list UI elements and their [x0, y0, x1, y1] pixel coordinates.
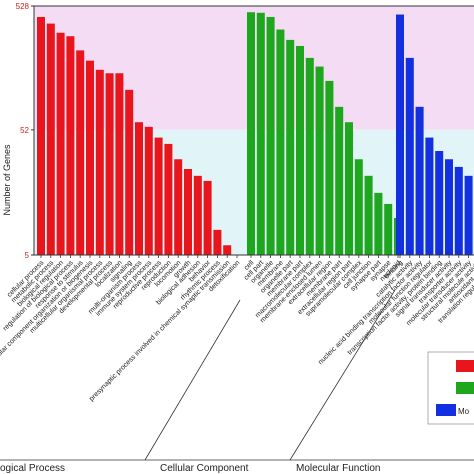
bar-mf-1: [405, 57, 414, 255]
bar-bp-15: [184, 168, 192, 255]
bar-cc-12: [364, 175, 373, 255]
bar-bp-1: [46, 23, 55, 255]
bar-cc-6: [305, 57, 314, 255]
bar-cc-5: [296, 45, 304, 255]
bracket-divider-2: [289, 289, 396, 461]
bar-cc-0: [247, 12, 255, 255]
bar-mf-6: [454, 166, 463, 255]
bar-bp-12: [154, 137, 163, 255]
bar-cc-1: [256, 12, 265, 255]
bar-bp-13: [164, 143, 173, 255]
bar-cc-14: [384, 203, 393, 255]
bar-bp-6: [95, 69, 104, 255]
legend: Mo: [427, 351, 474, 425]
bars-layer: [37, 12, 473, 256]
y-tick-label-1: 52: [20, 126, 29, 135]
bar-cc-7: [315, 66, 324, 255]
bar-bp-9: [125, 89, 134, 255]
group-title-mf: Molecular Function: [296, 463, 380, 474]
legend-swatch-2: [436, 404, 456, 416]
legend-label-2: Mo: [458, 407, 470, 416]
bar-bp-11: [144, 126, 153, 255]
bar-cc-11: [354, 159, 363, 255]
bar-mf-3: [425, 137, 434, 255]
bar-mf-0: [396, 14, 404, 255]
bar-bp-18: [213, 229, 222, 255]
legend-swatch-1: [456, 382, 474, 394]
bar-cc-4: [286, 39, 295, 256]
legend-swatch-0: [456, 360, 474, 372]
bar-cc-3: [276, 29, 285, 255]
bar-mf-2: [415, 106, 424, 255]
axes-layer: 5 52 528: [16, 2, 474, 260]
bar-bp-10: [135, 122, 143, 255]
bar-bp-14: [174, 159, 183, 255]
bar-cc-10: [345, 122, 353, 255]
bar-bp-4: [76, 50, 85, 256]
y-axis-label: Number of Genes: [2, 144, 12, 216]
bar-mf-7: [464, 175, 473, 255]
y-tick-label-2: 528: [16, 2, 30, 11]
bracket-divider-1: [144, 299, 241, 461]
bar-bp-2: [56, 32, 65, 255]
bar-bp-7: [105, 73, 114, 256]
bar-bp-5: [86, 60, 94, 255]
bar-bp-19: [223, 245, 232, 255]
group-brackets: [0, 289, 474, 461]
y-tick-label-0: 5: [25, 251, 30, 260]
bar-mf-5: [445, 159, 453, 255]
bar-cc-13: [374, 192, 383, 255]
bar-bp-8: [115, 73, 124, 256]
bar-bp-0: [37, 16, 45, 256]
bar-bp-17: [203, 180, 212, 255]
bar-cc-8: [325, 80, 334, 255]
group-titles: ogical Process Cellular Component Molecu…: [0, 463, 380, 474]
bar-cc-9: [335, 106, 344, 255]
bar-bp-3: [66, 36, 75, 256]
group-title-cc: Cellular Component: [160, 463, 249, 474]
bar-mf-4: [435, 151, 444, 255]
bar-bp-16: [193, 175, 202, 255]
group-title-bp: ogical Process: [0, 463, 65, 474]
bar-cc-2: [266, 16, 275, 256]
